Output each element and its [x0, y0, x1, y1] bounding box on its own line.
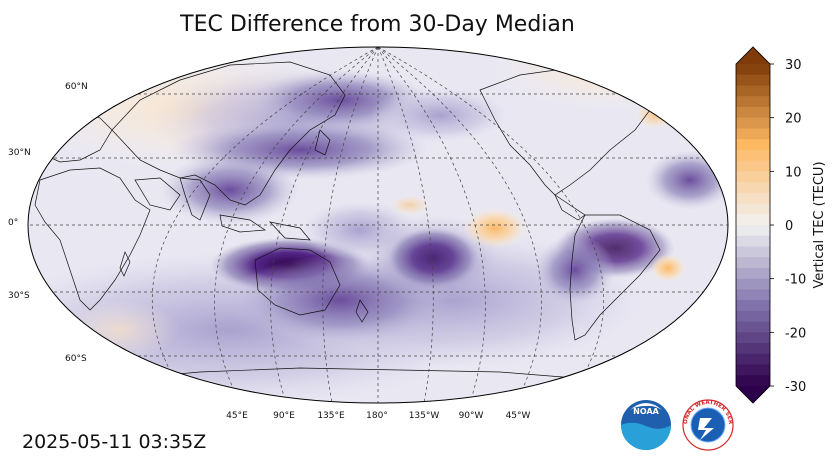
colorbar-segment — [736, 289, 770, 301]
noaa-logo-text: NOAA — [633, 407, 659, 416]
colorbar-segment — [736, 343, 770, 355]
colorbar-segment — [736, 257, 770, 269]
map-title: TEC Difference from 30-Day Median — [180, 12, 575, 37]
colorbar-segment — [736, 128, 770, 140]
colorbar-segment — [736, 267, 770, 280]
lon-label: 135°E — [317, 411, 345, 421]
colorbar-tick-label: 10 — [785, 165, 802, 180]
colorbar-segment — [736, 74, 770, 86]
colorbar-segment — [736, 85, 770, 97]
lon-label: 45°E — [226, 411, 248, 421]
colorbar-segment — [736, 192, 770, 205]
lat-label: 0° — [8, 218, 18, 228]
lat-label: 30°S — [8, 291, 30, 301]
colorbar-segment — [736, 106, 770, 119]
colorbar-segment — [736, 214, 770, 226]
colorbar-ticks: 30 20 10 0 -10 -20 -30 — [770, 58, 806, 395]
colorbar-tick-label: 0 — [785, 219, 793, 234]
colorbar-segment — [736, 364, 770, 376]
colorbar-segment — [736, 246, 770, 258]
noaa-logo: NOAA — [621, 400, 671, 450]
colorbar-segment — [736, 96, 770, 108]
colorbar-tick-label: -20 — [785, 326, 806, 341]
colorbar-segment — [736, 353, 770, 366]
colorbar-segment — [736, 300, 770, 312]
lon-label: 180° — [366, 411, 388, 421]
colorbar-tick-label: 20 — [785, 112, 802, 127]
colorbar-segment — [736, 321, 770, 333]
colorbar-tick-label: -10 — [785, 273, 806, 288]
colorbar-extend-max — [736, 47, 770, 64]
colorbar-segment — [736, 149, 770, 162]
colorbar-segment — [736, 310, 770, 323]
colorbar-tick-label: 30 — [785, 58, 802, 73]
lon-label: 90°W — [459, 411, 484, 421]
colorbar-segment — [736, 171, 770, 183]
colorbar-segment — [736, 160, 770, 172]
colorbar-extend-min — [736, 386, 770, 403]
lat-label: 60°S — [65, 354, 87, 364]
colorbar-segment — [736, 235, 770, 247]
lon-label: 45°W — [506, 411, 531, 421]
colorbar-segments — [736, 47, 770, 403]
lon-label: 90°E — [273, 411, 295, 421]
lon-label: 135°W — [409, 411, 440, 421]
colorbar-segment — [736, 182, 770, 194]
colorbar-segment — [736, 332, 770, 344]
colorbar-segment — [736, 278, 770, 290]
lat-label: 60°N — [65, 82, 88, 92]
colorbar-label: Vertical TEC (TECU) — [812, 161, 827, 288]
colorbar-segment — [736, 375, 770, 387]
colorbar-segment — [736, 139, 770, 151]
colorbar-segment — [736, 203, 770, 215]
colorbar-segment — [736, 225, 770, 237]
colorbar-segment — [736, 117, 770, 129]
lat-label: 30°N — [8, 148, 31, 158]
timestamp: 2025-05-11 03:35Z — [22, 431, 207, 453]
globe-outline — [27, 46, 729, 404]
colorbar-segment — [736, 64, 770, 76]
colorbar-tick-label: -30 — [785, 380, 806, 395]
